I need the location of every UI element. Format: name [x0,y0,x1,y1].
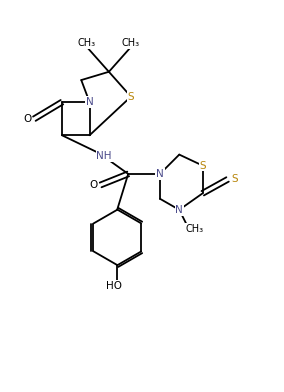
Text: O: O [89,180,98,190]
Text: HO: HO [106,281,122,291]
Text: N: N [86,97,93,107]
Text: CH₃: CH₃ [78,38,96,48]
Text: N: N [176,205,183,215]
Text: O: O [23,114,32,124]
Text: CH₃: CH₃ [185,224,204,234]
Text: NH: NH [97,151,112,161]
Text: S: S [128,92,134,102]
Text: S: S [231,174,238,185]
Text: S: S [199,161,206,171]
Text: N: N [156,169,164,179]
Text: CH₃: CH₃ [122,38,140,48]
